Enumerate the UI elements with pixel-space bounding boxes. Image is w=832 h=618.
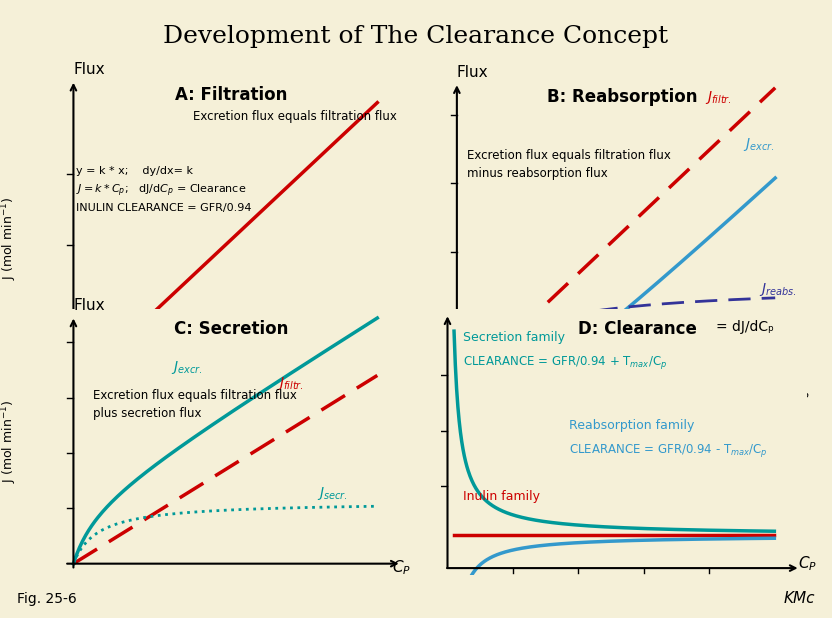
Text: Flux: Flux bbox=[73, 62, 105, 77]
Text: $J_{secr.}$: $J_{secr.}$ bbox=[316, 485, 347, 502]
Text: CLEARANCE = GFR/0.94 - T$_{max}$/C$_p$: CLEARANCE = GFR/0.94 - T$_{max}$/C$_p$ bbox=[569, 442, 768, 459]
Text: KMc: KMc bbox=[784, 591, 815, 606]
Text: Excretion flux equals filtration flux
minus reabsorption flux: Excretion flux equals filtration flux mi… bbox=[467, 150, 671, 180]
Text: Flux: Flux bbox=[73, 298, 105, 313]
Text: Development of The Clearance Concept: Development of The Clearance Concept bbox=[163, 25, 669, 48]
Text: y = k * x;    dy/dx= k
$J = k * C_p$;   dJ/d$C_p$ = Clearance
INULIN CLEARANCE =: y = k * x; dy/dx= k $J = k * C_p$; dJ/d$… bbox=[76, 166, 251, 213]
Text: $C_P$: $C_P$ bbox=[791, 385, 810, 404]
Text: J (mol min$^{-1}$): J (mol min$^{-1}$) bbox=[0, 400, 19, 483]
Text: $J_{reabs.}$: $J_{reabs.}$ bbox=[760, 281, 797, 297]
Text: Secretion family: Secretion family bbox=[463, 331, 565, 344]
Text: Reabsorption family: Reabsorption family bbox=[569, 418, 695, 431]
Text: D: Clearance: D: Clearance bbox=[578, 320, 697, 338]
Text: C: Secretion: C: Secretion bbox=[174, 320, 289, 338]
Text: CLEARANCE = GFR/0.94 + T$_{max}$/C$_p$: CLEARANCE = GFR/0.94 + T$_{max}$/C$_p$ bbox=[463, 354, 667, 371]
Text: Inulin family: Inulin family bbox=[463, 490, 540, 503]
Text: $J_{excr.}$: $J_{excr.}$ bbox=[171, 359, 202, 376]
Text: Plasma concentration = $C_P$: Plasma concentration = $C_P$ bbox=[73, 407, 244, 423]
Text: $J_{excr.}$: $J_{excr.}$ bbox=[743, 136, 775, 153]
Text: Excretion flux equals filtration flux
plus secretion flux: Excretion flux equals filtration flux pl… bbox=[93, 389, 297, 420]
Text: Fig. 25-6: Fig. 25-6 bbox=[17, 591, 77, 606]
Text: $C_P$: $C_P$ bbox=[392, 559, 411, 577]
Text: $J_{filtr.}$: $J_{filtr.}$ bbox=[706, 90, 732, 106]
Text: J (mol min$^{-1}$): J (mol min$^{-1}$) bbox=[0, 197, 19, 279]
Text: A: Filtration: A: Filtration bbox=[176, 85, 288, 104]
Text: Flux: Flux bbox=[457, 65, 488, 80]
Text: Excretion flux equals filtration flux: Excretion flux equals filtration flux bbox=[193, 110, 397, 123]
Text: B: Reabsorption: B: Reabsorption bbox=[547, 88, 698, 106]
Text: mM: mM bbox=[770, 415, 791, 425]
Text: $J_{filtr.}$: $J_{filtr.}$ bbox=[277, 375, 304, 392]
Text: = dJ/dCₚ: = dJ/dCₚ bbox=[716, 320, 774, 334]
Text: ml plasma min$^{-1}$: ml plasma min$^{-1}$ bbox=[450, 415, 546, 434]
Text: $C_P$: $C_P$ bbox=[798, 554, 816, 573]
